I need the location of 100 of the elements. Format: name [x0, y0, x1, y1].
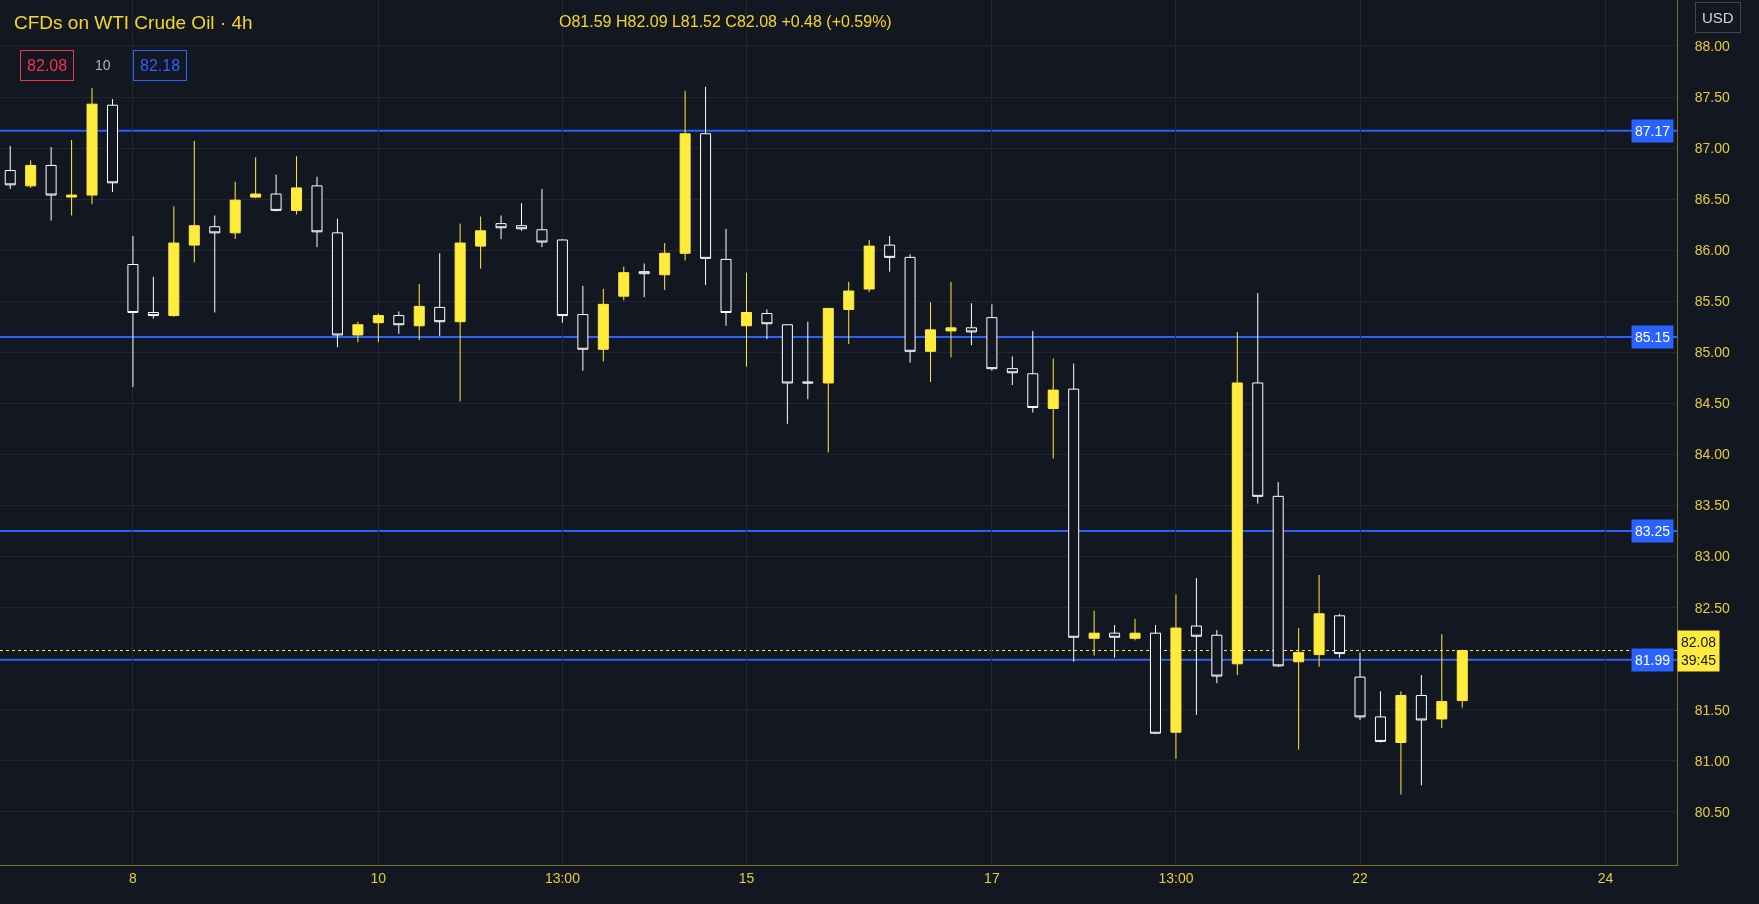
y-tick-label: 81.00 — [1694, 752, 1731, 769]
ref-line-label: 85.15 — [1635, 329, 1671, 345]
y-tick-label: 88.00 — [1694, 37, 1731, 54]
candlestick — [822, 307, 834, 453]
candlestick — [147, 276, 159, 320]
candlestick — [1190, 577, 1202, 716]
ref-line-label: 83.25 — [1635, 523, 1671, 539]
candlestick — [25, 159, 37, 189]
x-tick-label: 10 — [370, 869, 387, 886]
candlestick — [618, 266, 630, 301]
candlestick — [577, 285, 589, 372]
candlestick — [556, 238, 568, 324]
x-tick-label: 13:00 — [1158, 869, 1194, 886]
candlestick — [638, 262, 650, 298]
candlestick — [1456, 649, 1468, 709]
candlestick — [843, 281, 855, 345]
candlestick — [904, 253, 916, 364]
candlestick — [761, 308, 773, 340]
candlestick — [1006, 355, 1018, 386]
candlestick — [1374, 690, 1386, 743]
candlestick — [679, 90, 691, 261]
ref-line-label: 81.99 — [1635, 652, 1671, 668]
candlestick — [106, 98, 118, 193]
candlestick — [168, 205, 180, 318]
candlestick — [209, 214, 221, 313]
candlestick — [781, 324, 793, 425]
y-tick-label: 83.50 — [1694, 497, 1731, 514]
x-tick-label: 8 — [129, 869, 138, 886]
annotation: 82.08 — [27, 57, 68, 74]
candlestick — [229, 181, 241, 240]
candlestick — [597, 288, 609, 363]
y-tick-label: 87.00 — [1694, 139, 1731, 156]
candlestick — [945, 281, 957, 358]
y-tick-label: 81.50 — [1694, 701, 1731, 718]
y-tick-label: 86.50 — [1694, 191, 1731, 208]
x-tick-label: 24 — [1597, 869, 1614, 886]
text: USD — [1702, 9, 1734, 26]
y-tick-label: 84.00 — [1694, 446, 1731, 463]
candlestick — [352, 321, 364, 343]
candlestick — [1395, 690, 1407, 796]
annotation: 10 — [95, 57, 111, 73]
candlestick — [536, 188, 548, 248]
candlestick — [1027, 330, 1039, 414]
candlestick — [720, 228, 732, 327]
y-tick-label: 82.50 — [1694, 599, 1731, 616]
candlestick — [475, 216, 487, 270]
text: CFDs on WTI Crude Oil · 4h — [14, 11, 253, 33]
candlestick — [925, 301, 937, 383]
y-tick-label: 84.50 — [1694, 395, 1731, 412]
candlestick — [454, 223, 466, 402]
candlestick — [1272, 481, 1284, 668]
candlestick — [127, 235, 139, 388]
candlestick — [1354, 652, 1366, 721]
y-tick-label: 80.50 — [1694, 803, 1731, 820]
candlestick — [1068, 363, 1080, 663]
candlestick — [66, 139, 78, 216]
candlestick — [434, 252, 446, 337]
candlestick — [659, 242, 671, 291]
candlestick — [393, 310, 405, 335]
candlestick — [1252, 292, 1264, 504]
candlestick — [291, 155, 303, 215]
candlestick — [1211, 629, 1223, 684]
ref-line-label: 82.08 39:45 — [1681, 634, 1717, 669]
y-tick-label: 85.50 — [1694, 293, 1731, 310]
candlestick — [1129, 618, 1141, 641]
candlestick — [1109, 624, 1121, 659]
candlestick — [986, 303, 998, 372]
candlestick — [372, 313, 384, 343]
y-tick-label: 85.00 — [1694, 344, 1731, 361]
candlestick — [1334, 613, 1346, 659]
annotation: O81.59 H82.09 L81.52 C82.08 +0.48 (+0.59%) — [559, 13, 892, 30]
candlestick — [802, 321, 814, 400]
y-tick-label: 86.00 — [1694, 242, 1731, 259]
x-tick-label: 15 — [738, 869, 755, 886]
y-tick-label: 83.00 — [1694, 548, 1731, 565]
candlestick — [311, 176, 323, 248]
candlestick — [700, 86, 712, 286]
candlestick — [1149, 624, 1161, 735]
candlestick — [86, 87, 98, 205]
candlestick — [250, 156, 262, 198]
candlestick — [965, 302, 977, 346]
candlestick — [740, 272, 752, 368]
candlestick — [884, 235, 896, 273]
annotation: 82.18 — [140, 57, 181, 74]
candlestick — [4, 145, 16, 190]
y-tick-label: 87.50 — [1694, 88, 1731, 105]
candlestick — [331, 218, 343, 348]
x-tick-label: 13:00 — [544, 869, 581, 886]
candlestick — [1047, 357, 1059, 460]
candlestick — [863, 239, 875, 293]
candlestick — [413, 283, 425, 341]
candlestick — [495, 214, 507, 240]
candlestick — [188, 140, 200, 263]
candlestick — [45, 146, 57, 222]
x-tick-label: 22 — [1352, 869, 1369, 886]
ref-line-label: 87.17 — [1635, 123, 1671, 139]
candlestick — [1415, 674, 1427, 786]
candlestick — [270, 174, 282, 212]
candlestick — [516, 202, 528, 232]
x-tick-label: 17 — [984, 869, 1000, 886]
